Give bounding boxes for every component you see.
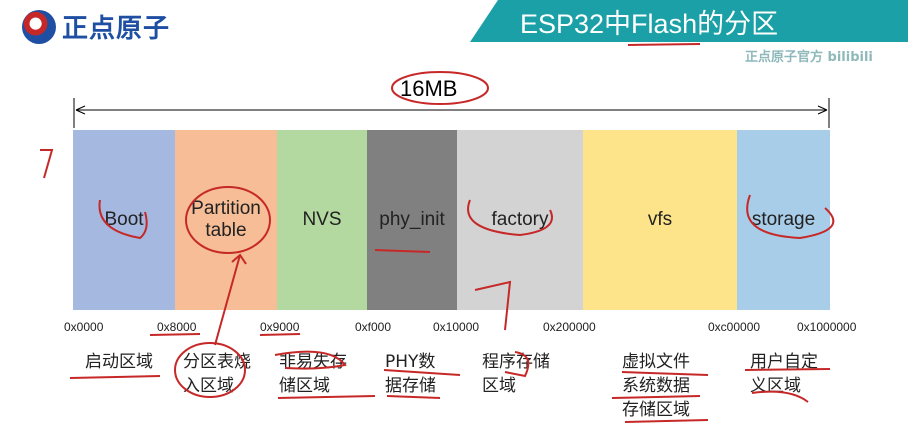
logo-text: 正点原子: [62, 14, 171, 44]
slide-title: ESP32中Flash的分区: [520, 9, 779, 39]
address-label: 0x8000: [157, 320, 197, 334]
address-label: 0x1000000: [797, 320, 857, 334]
partition-vfs: vfs: [583, 130, 737, 310]
partition-label: phy_init: [379, 209, 445, 230]
description: 分区表烧入区域: [183, 352, 251, 396]
description: 程序存储区域: [482, 352, 550, 396]
partition-table: Partition table: [175, 130, 277, 310]
watermark: 正点原子官方 bilibili: [745, 50, 873, 65]
description: 虚拟文件系统数据存储区域: [622, 352, 690, 420]
description: 用户自定义区域: [750, 352, 818, 396]
address-label: 0x9000: [260, 320, 300, 334]
partition-storage: storage: [737, 130, 830, 310]
partition-phy-init: phy_init: [367, 130, 457, 310]
address-label: 0x200000: [543, 320, 596, 334]
address-label: 0xc00000: [708, 320, 761, 334]
partition-label: storage: [751, 209, 816, 230]
description: 启动区域: [85, 352, 153, 372]
partition-label: vfs: [647, 209, 673, 230]
partition-factory: factory: [457, 130, 583, 310]
logo: 正点原子: [22, 8, 170, 45]
description: PHY数据存储: [385, 352, 436, 396]
partition-label: Partition table: [191, 198, 261, 241]
partition-boot: Boot: [73, 130, 175, 310]
partition-label: NVS: [302, 209, 342, 230]
size-arrow: [73, 98, 830, 128]
description: 非易失存储区域: [279, 352, 347, 396]
address-label: 0xf000: [355, 320, 392, 334]
partition-label: Boot: [104, 209, 144, 230]
title-banner: [470, 0, 908, 42]
partition-nvs: NVS: [277, 130, 367, 310]
address-label: 0x10000: [433, 320, 480, 334]
logo-icon: [22, 9, 56, 44]
partition-label: factory: [491, 209, 549, 230]
address-label: 0x0000: [64, 320, 104, 334]
